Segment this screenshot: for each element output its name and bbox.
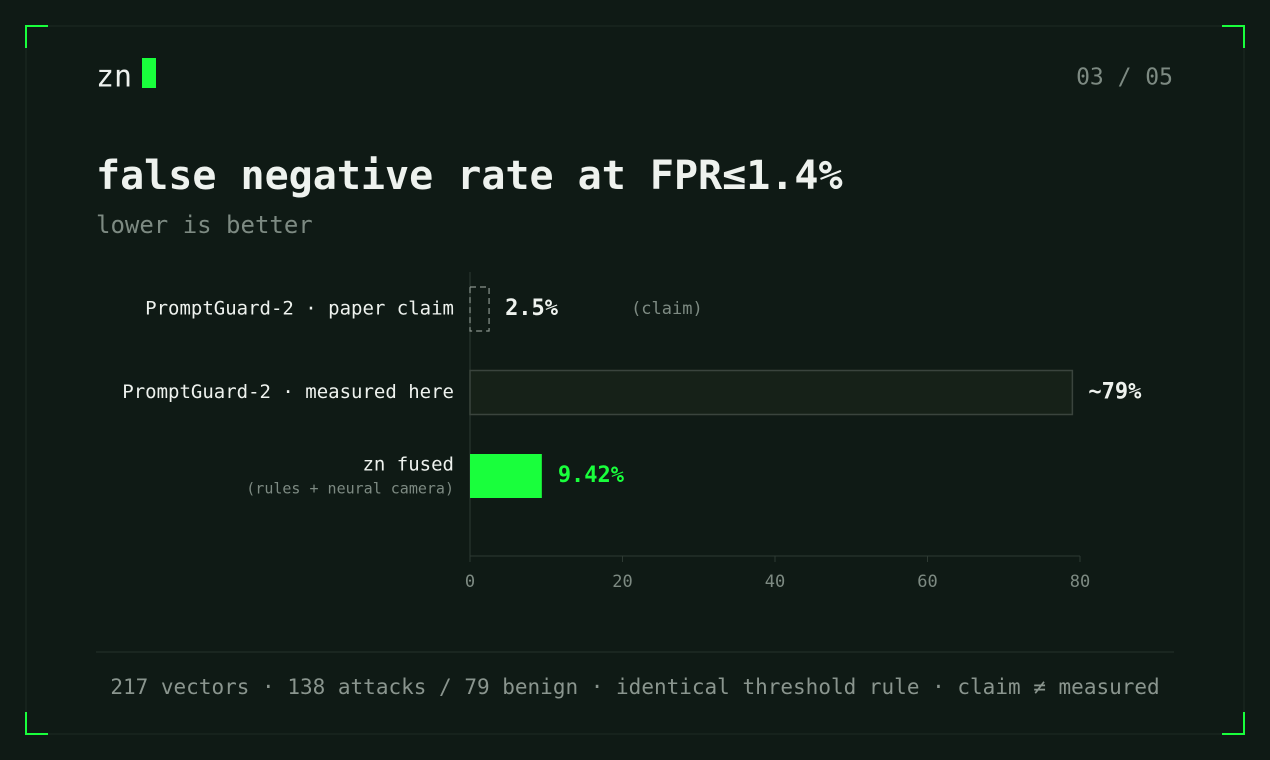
frame	[25, 25, 1245, 735]
value-label: ~79%	[1088, 380, 1142, 405]
x-tick-label: 80	[1070, 572, 1090, 592]
brand: zn	[96, 60, 132, 95]
x-tick-label: 60	[917, 572, 937, 592]
category-label: PromptGuard-2 · paper claim	[145, 298, 454, 320]
chart-subtitle: lower is better	[96, 211, 313, 239]
chart-title: false negative rate at FPR≤1.4%	[96, 153, 843, 199]
value-label: 9.42%	[558, 463, 625, 488]
x-tick-label: 0	[465, 572, 475, 592]
value-note: (claim)	[631, 299, 703, 319]
page-indicator: 03 / 05	[1076, 65, 1173, 91]
bar	[470, 454, 542, 498]
x-tick-label: 20	[612, 572, 632, 592]
bar	[469, 369, 1074, 416]
value-label: 2.5%	[505, 296, 559, 321]
category-label: PromptGuard-2 · measured here	[122, 381, 454, 403]
x-tick-label: 40	[765, 572, 785, 592]
category-note: (rules + neural camera)	[246, 480, 454, 498]
category-label: zn fused	[362, 454, 454, 476]
footer: 217 vectors · 138 attacks / 79 benign · …	[110, 675, 1159, 699]
cursor	[142, 58, 156, 88]
bar	[469, 286, 490, 332]
corner-brackets	[25, 25, 1245, 735]
